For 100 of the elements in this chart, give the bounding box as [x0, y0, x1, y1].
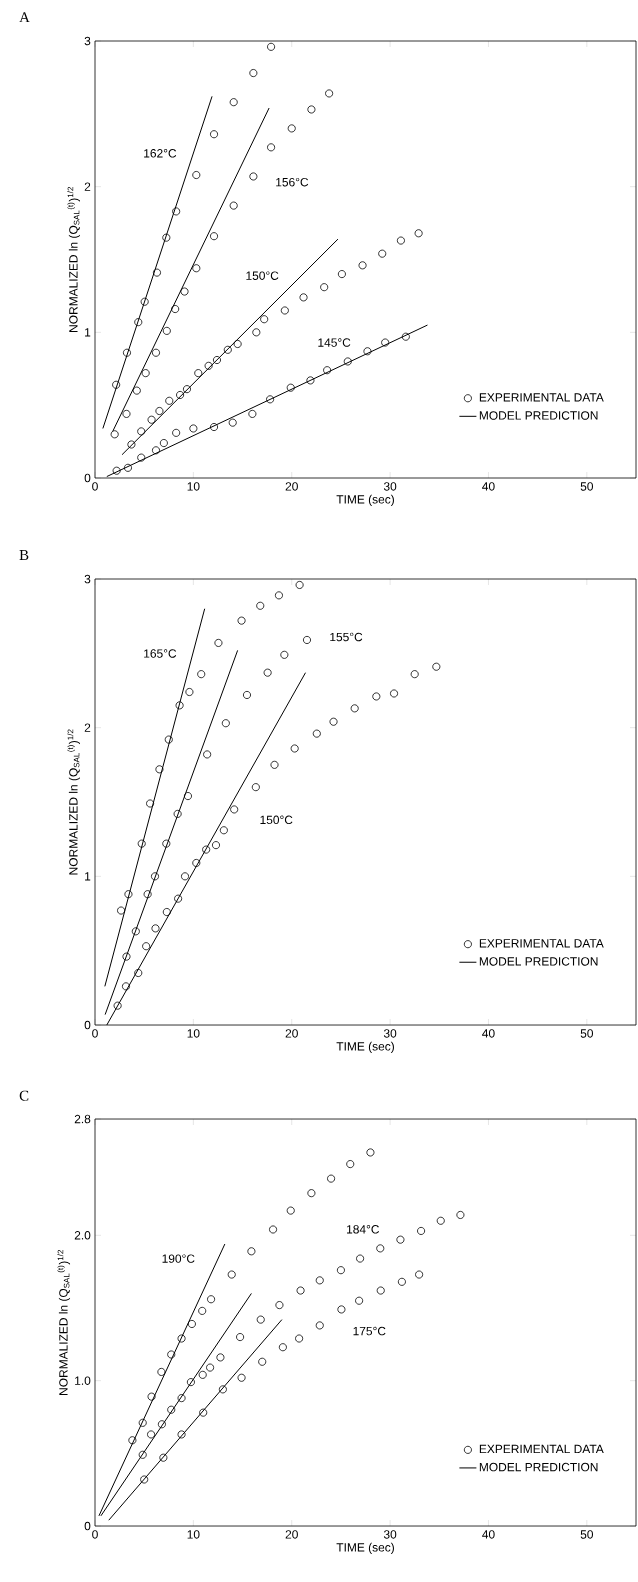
- point: [164, 735, 173, 744]
- y-tick-label: 0: [84, 1521, 91, 1531]
- chart-title: A: [19, 12, 30, 23]
- y-axis-title: NORMALIZED ln (Q$_{SAL}$$^{(t)}$)$^{1/2}$: [67, 729, 80, 875]
- x-tick-label: 20: [285, 482, 298, 491]
- point: [290, 744, 299, 753]
- point: [346, 1160, 355, 1169]
- point: [151, 924, 160, 933]
- y-tick-label: 0: [84, 473, 91, 483]
- x-axis-title: TIME (sec): [336, 494, 394, 506]
- point: [376, 1286, 385, 1295]
- point: [122, 952, 131, 961]
- y-tick-label: 1: [85, 328, 91, 337]
- point: [436, 1216, 445, 1225]
- point: [207, 1295, 216, 1304]
- annotation: 156°C: [276, 177, 309, 187]
- point: [296, 1286, 305, 1295]
- point: [157, 1367, 166, 1376]
- point: [146, 799, 155, 808]
- point: [181, 872, 190, 881]
- point: [157, 1420, 166, 1429]
- point: [397, 1277, 406, 1286]
- point: [167, 1350, 176, 1359]
- point: [197, 670, 206, 679]
- point: [258, 1357, 267, 1366]
- point: [432, 662, 441, 671]
- x-tick-label: 50: [580, 482, 594, 491]
- point: [174, 894, 183, 903]
- point: [113, 1001, 122, 1010]
- point: [155, 765, 164, 774]
- point: [199, 1408, 208, 1417]
- point: [177, 1394, 186, 1403]
- y-tick-label: 2.8: [74, 1114, 91, 1124]
- y-axis-title: NORMALIZED ln (Q$_{SAL}$$^{(t)}$)$^{1/2}$: [57, 1250, 71, 1395]
- point: [203, 750, 212, 759]
- y-tick-label: 3: [84, 36, 91, 46]
- point: [410, 670, 419, 679]
- point: [218, 1385, 227, 1394]
- point: [350, 704, 359, 713]
- x-tick-label: 50: [580, 1029, 594, 1038]
- x-tick-label: 40: [482, 1530, 495, 1539]
- point: [206, 1363, 215, 1372]
- point: [140, 1475, 149, 1484]
- point: [167, 1405, 176, 1414]
- point: [315, 1321, 324, 1330]
- x-tick-label: 20: [285, 1530, 298, 1539]
- point: [147, 1392, 156, 1401]
- legend-label: EXPERIMENTAL DATA: [479, 1444, 604, 1454]
- annotation: 162°C: [144, 149, 177, 158]
- point: [177, 1334, 186, 1343]
- x-axis-title: TIME (sec): [336, 1542, 394, 1554]
- point: [131, 927, 140, 936]
- annotation: 150°C: [246, 271, 279, 280]
- x-tick-label: 30: [383, 1029, 397, 1038]
- point: [242, 690, 251, 699]
- y-tick-label: 1.0: [75, 1376, 91, 1385]
- y-tick-label: 0: [84, 1020, 91, 1030]
- point: [137, 839, 146, 848]
- point: [251, 783, 260, 792]
- point: [275, 1301, 284, 1310]
- point: [302, 635, 311, 644]
- annotation: 175°C: [353, 1326, 386, 1336]
- y-tick-label: 3: [84, 574, 91, 584]
- x-tick-label: 40: [482, 1029, 495, 1038]
- point: [216, 1353, 225, 1362]
- point: [286, 1206, 295, 1215]
- x-tick-label: 50: [580, 1530, 594, 1539]
- point: [295, 1334, 304, 1343]
- point: [230, 805, 239, 814]
- x-tick-label: 10: [187, 482, 200, 491]
- x-tick-label: 20: [285, 1029, 298, 1038]
- point: [117, 906, 126, 915]
- point: [214, 638, 223, 647]
- x-tick-label: 0: [92, 482, 98, 491]
- point: [274, 591, 283, 600]
- point: [366, 1148, 375, 1157]
- point: [280, 650, 289, 659]
- point: [295, 580, 304, 589]
- point: [236, 1333, 245, 1342]
- point: [159, 1453, 168, 1462]
- annotation: 184°C: [347, 1225, 380, 1234]
- point: [173, 809, 182, 818]
- point: [270, 760, 279, 769]
- point: [221, 719, 230, 728]
- chart-title: C: [19, 1090, 29, 1101]
- point: [183, 792, 192, 801]
- point: [186, 1378, 195, 1387]
- point: [162, 839, 171, 848]
- point: [124, 890, 133, 899]
- point: [237, 616, 246, 625]
- point: [237, 1373, 246, 1382]
- point: [151, 872, 159, 881]
- y-tick-label: 1: [85, 872, 91, 881]
- point: [247, 1247, 256, 1256]
- point: [142, 942, 151, 951]
- point: [198, 1370, 207, 1379]
- point: [256, 1315, 265, 1324]
- point: [376, 1244, 385, 1253]
- point: [219, 826, 228, 835]
- point: [187, 1319, 196, 1328]
